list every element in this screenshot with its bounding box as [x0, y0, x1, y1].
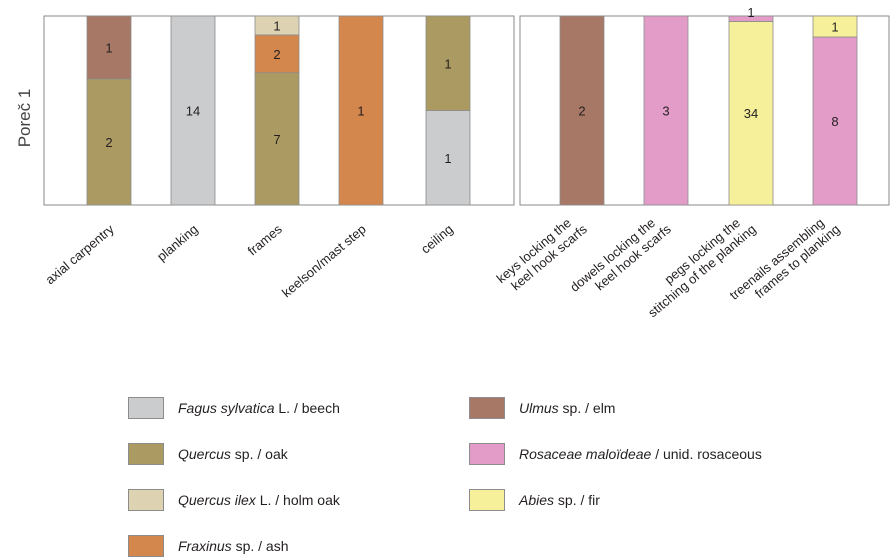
category-label: ceiling	[418, 221, 456, 256]
category-label: planking	[154, 221, 201, 264]
bar-segment-ash	[338, 15, 384, 206]
segment-value-label: 2	[273, 47, 280, 62]
category-label: keelson/mast step	[279, 221, 369, 300]
segment-value-label: 2	[105, 135, 112, 150]
segment-value-label: 1	[747, 5, 754, 20]
segment-value-label: 1	[273, 18, 280, 33]
segment-value-label: 1	[831, 20, 838, 35]
bar-segment-oak	[425, 15, 471, 111]
bar-segment-rosaceous	[643, 15, 689, 206]
segment-value-label: 1	[444, 56, 451, 71]
category-label: frames	[245, 221, 285, 258]
segment-value-label: 8	[831, 114, 838, 129]
segment-value-label: 14	[186, 104, 200, 119]
category-label: axial carpentry	[42, 221, 117, 287]
segment-value-label: 2	[578, 104, 585, 119]
bar-segment-oak	[254, 72, 300, 206]
bar-segment-rosaceous	[812, 36, 858, 206]
segment-value-label: 1	[444, 151, 451, 166]
segment-value-label: 1	[105, 41, 112, 56]
category-label: dowels locking thekeel hook scarfs	[567, 210, 674, 307]
bar-segment-elm	[559, 15, 605, 206]
bar-segment-elm	[86, 15, 132, 80]
bar-segment-fir	[812, 15, 858, 38]
y-axis-label: Poreč 1	[15, 89, 34, 148]
bar-segment-fir	[728, 20, 774, 206]
bar-segment-rosaceous	[728, 15, 774, 22]
bar-segment-beech	[170, 15, 216, 206]
bar-segment-beech	[425, 110, 471, 206]
bar-segment-holm_oak	[254, 15, 300, 36]
segment-value-label: 3	[662, 104, 669, 119]
segment-value-label: 7	[273, 132, 280, 147]
segment-value-label: 1	[357, 104, 364, 119]
bar-segment-ash	[254, 34, 300, 74]
segment-value-label: 34	[744, 106, 758, 121]
